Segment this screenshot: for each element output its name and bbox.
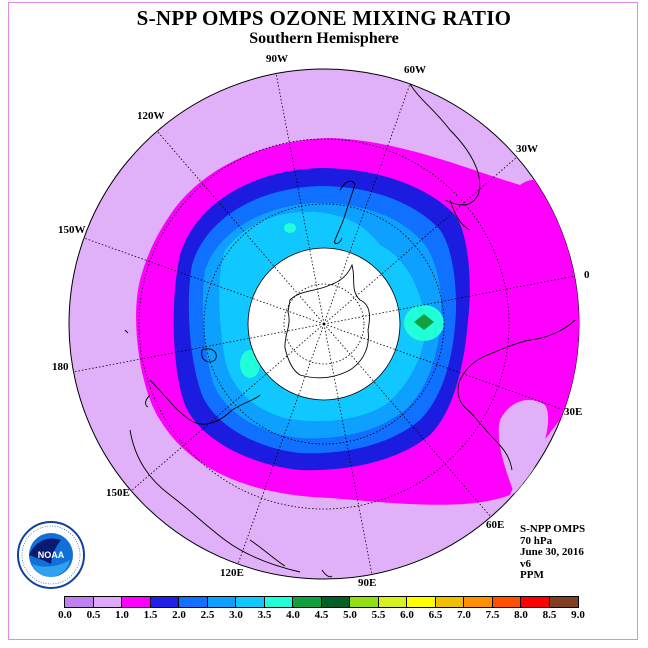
colorbar-swatch (179, 597, 208, 607)
colorbar-tick-label: 4.0 (286, 609, 300, 621)
lon-label-30e: 30E (564, 406, 582, 418)
lon-label-90w: 90W (266, 53, 288, 65)
colorbar-tick-label: 2.5 (200, 609, 215, 621)
colorbar-tick-label: 7.0 (457, 609, 471, 621)
colorbar-swatch (435, 597, 464, 607)
colorbar-swatch (407, 597, 436, 607)
colorbar-swatch (93, 597, 122, 607)
colorbar-tick-label: 1.0 (115, 609, 129, 621)
colorbar-tick-label: 9.0 (571, 609, 585, 621)
noaa-logo-text: NOAA (38, 550, 65, 560)
noaa-logo: NOAA (17, 521, 85, 589)
colorbar-swatch (264, 597, 293, 607)
plot-frame (8, 2, 638, 640)
colorbar-tick-label: 6.0 (400, 609, 414, 621)
lon-label-0: 0 (584, 269, 590, 281)
colorbar-tick-label: 1.5 (143, 609, 158, 621)
coastlines (124, 83, 576, 578)
colorbar-tick-label: 3.5 (257, 609, 272, 621)
date-label: June 30, 2016 (520, 546, 584, 558)
lon-label-120e: 120E (220, 567, 244, 579)
colorbar-swatch (321, 597, 350, 607)
colorbar-swatch (207, 597, 236, 607)
peak-ozone-patch (414, 314, 434, 330)
lon-label-60w: 60W (404, 64, 426, 76)
lon-label-180: 180 (52, 361, 69, 373)
colorbar-swatch (65, 597, 94, 607)
colorbar-tick-label: 5.5 (371, 609, 386, 621)
high-ozone-patch-west (240, 350, 260, 378)
colorbar-tick-label: 8.5 (542, 609, 557, 621)
colorbar-swatch (378, 597, 407, 607)
colorbar-tick-label: 5.0 (343, 609, 357, 621)
colorbar-swatch (122, 597, 151, 607)
map-subtitle: Southern Hemisphere (249, 30, 399, 47)
colorbar-swatch (293, 597, 322, 607)
lon-label-150e: 150E (106, 487, 130, 499)
lon-label-30w: 30W (516, 143, 538, 155)
pressure-level-label: 70 hPa (520, 534, 553, 547)
colorbar-tick-label: 6.5 (428, 609, 443, 621)
longitude-labels: 90W 60W 30W 0 30E 60E 90E 120E 150E 180 … (52, 53, 590, 589)
colorbar-tick-label: 4.5 (314, 609, 329, 621)
instrument-label: S-NPP OMPS (520, 523, 586, 535)
colorbar-ticks: 0.0 0.5 1.0 1.5 2.0 2.5 3.0 3.5 4.0 4.5 5.0 5.5 6.0 6… (0, 609, 648, 623)
colorbar-tick-label: 2.0 (172, 609, 186, 621)
colorbar-tick-label: 0.5 (86, 609, 101, 621)
colorbar-swatch (492, 597, 521, 607)
lon-label-120w: 120W (137, 110, 165, 122)
info-block: S-NPP OMPS 70 hPa June 30, 2016 v6 PPM (520, 523, 586, 582)
colorbar-tick-label: 0.0 (58, 609, 72, 621)
colorbar-tick-label: 7.5 (485, 609, 500, 621)
light-notch (498, 400, 549, 495)
colorbar-swatch (549, 597, 578, 607)
lon-label-60e: 60E (486, 519, 504, 531)
colorbar-tick-label: 8.0 (514, 609, 528, 621)
lon-label-150w: 150W (58, 224, 86, 236)
version-label: v6 (520, 557, 531, 570)
colorbar-swatch (350, 597, 379, 607)
high-ozone-patch-north (284, 223, 296, 233)
colorbar-swatch (521, 597, 550, 607)
units-label: PPM (520, 569, 544, 581)
colorbar-swatch (464, 597, 493, 607)
colorbar (64, 596, 579, 608)
colorbar-swatch (150, 597, 179, 607)
map-title: S-NPP OMPS OZONE MIXING RATIO (136, 6, 512, 30)
graticule (72, 72, 576, 576)
colorbar-tick-label: 3.0 (229, 609, 243, 621)
lon-label-90e: 90E (358, 577, 376, 589)
colorbar-swatch (236, 597, 265, 607)
